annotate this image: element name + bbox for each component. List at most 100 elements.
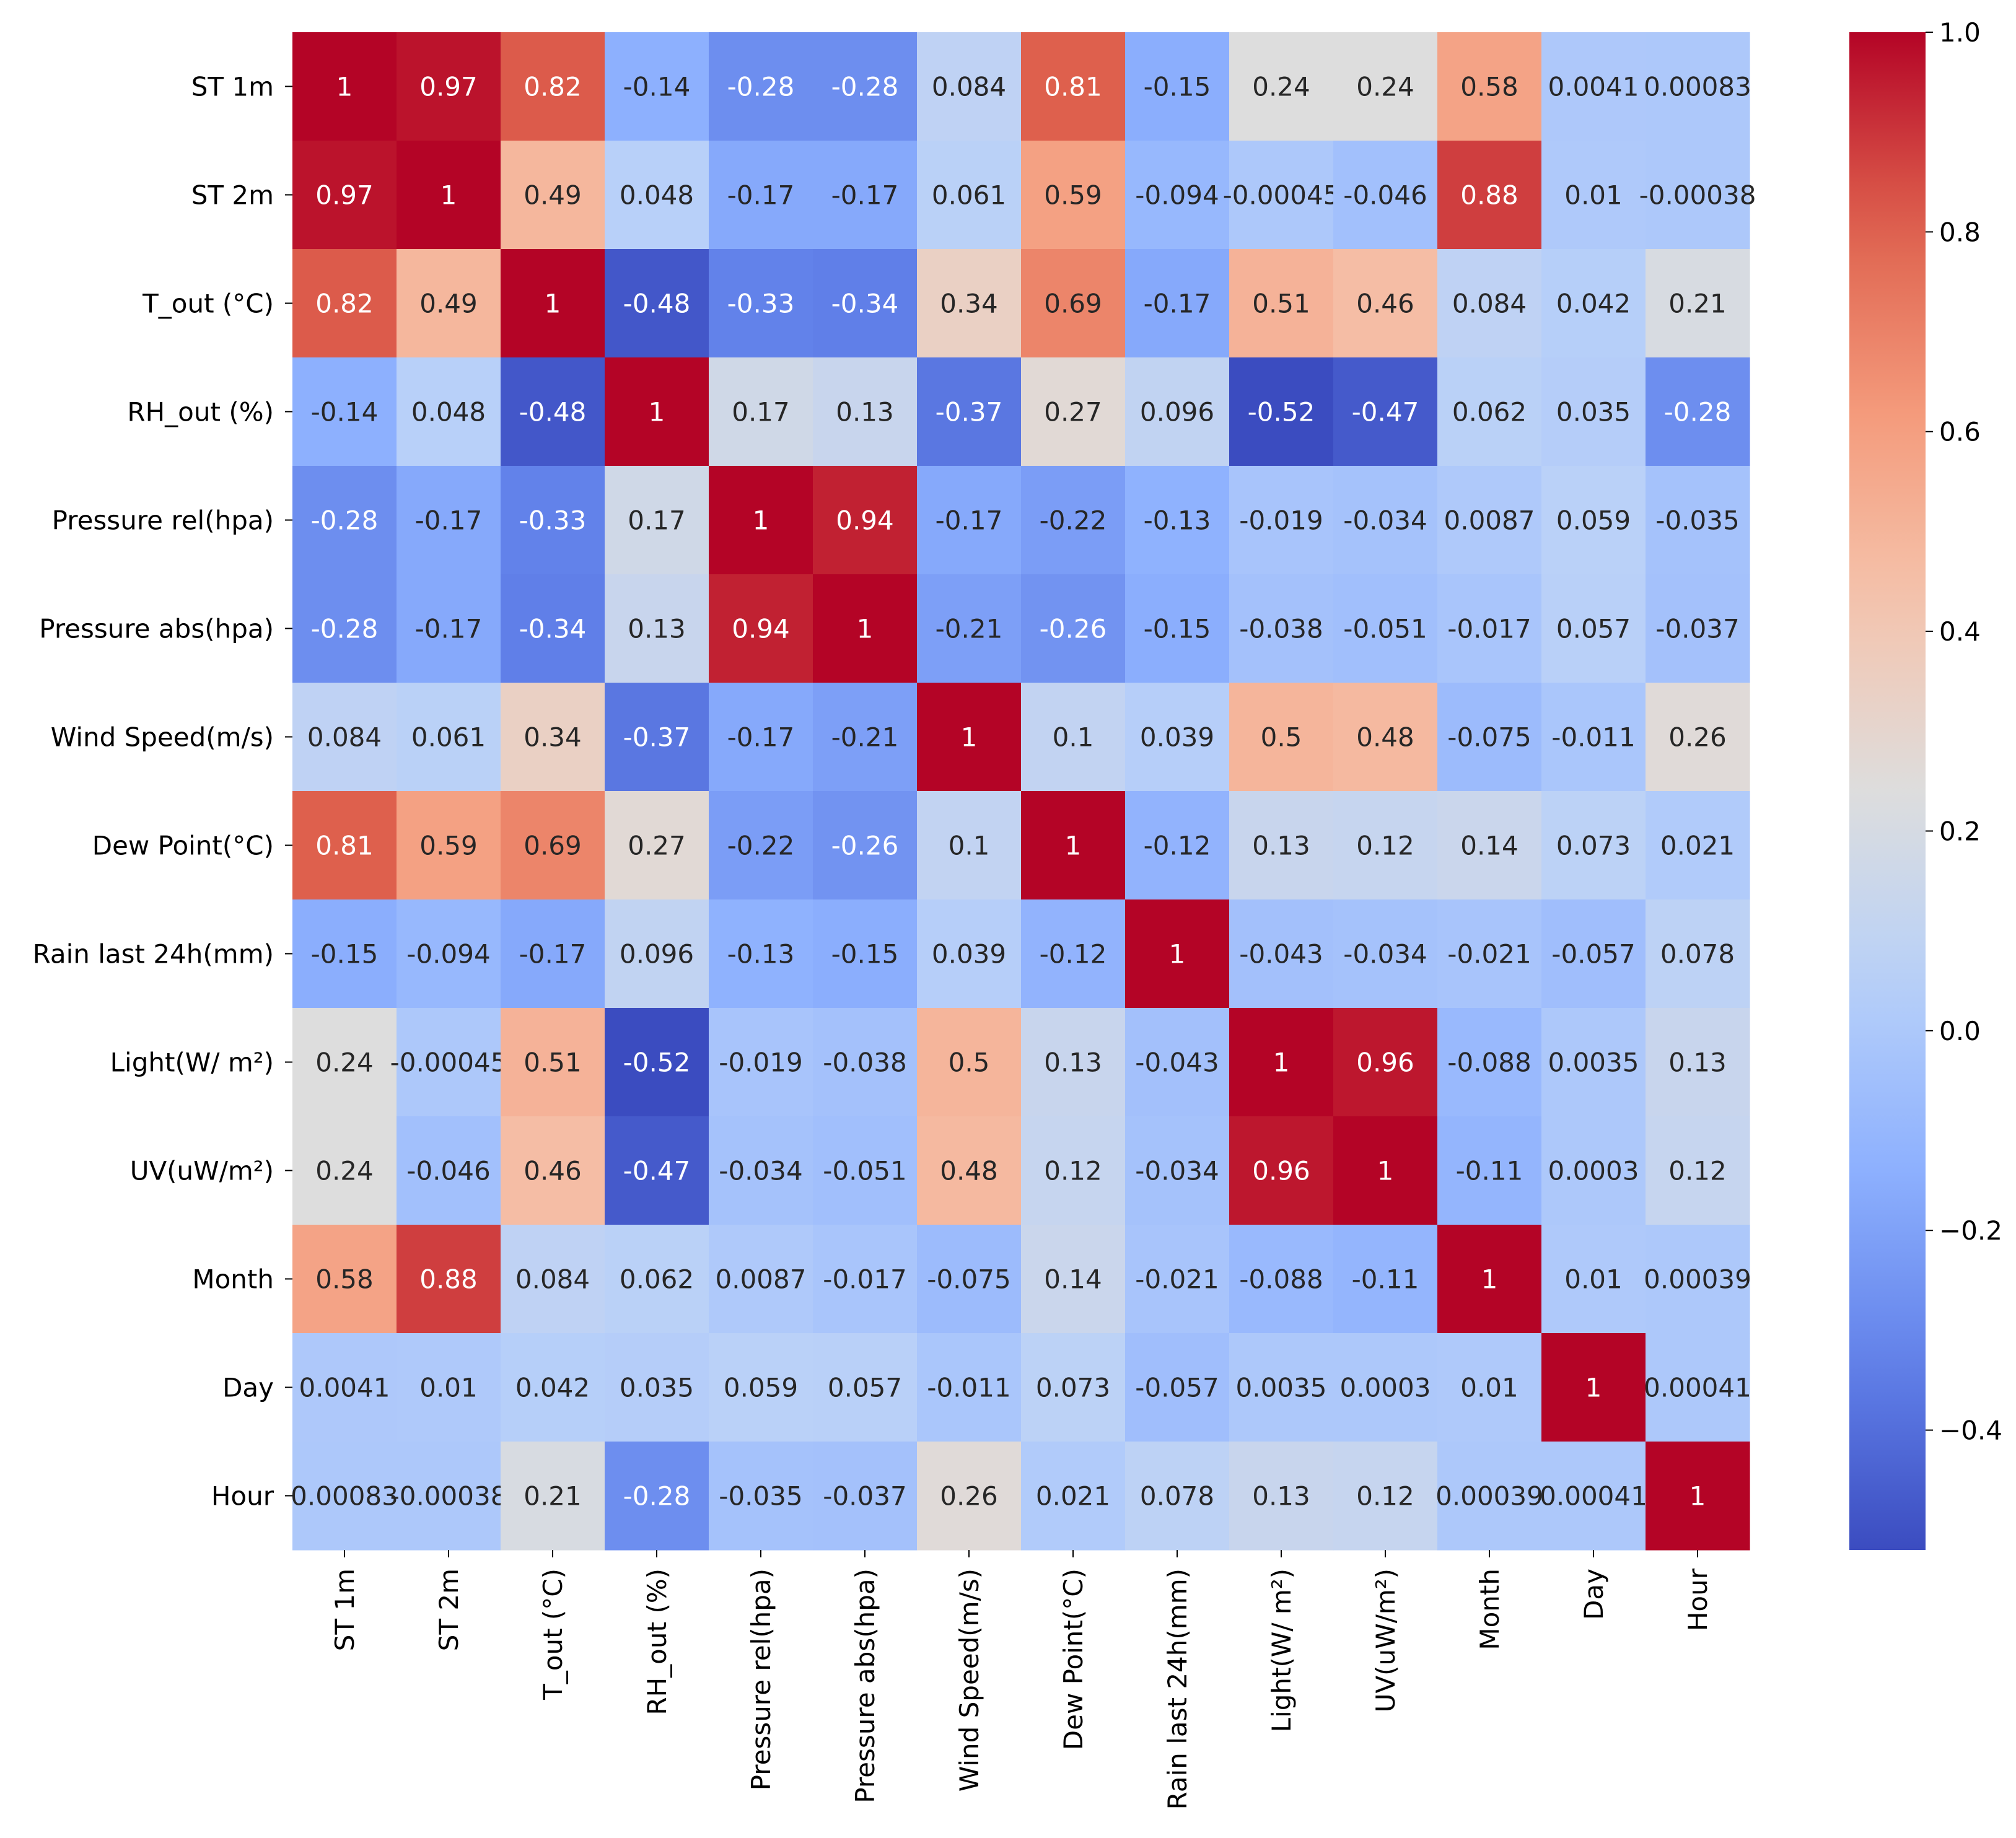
heatmap-cell-r0-c5 [813,32,918,141]
heatmap-cell-r2-c3 [605,249,709,358]
heatmap-cell-r1-c10 [1333,141,1438,250]
heatmap-cell-r3-c11 [1437,357,1542,466]
heatmap-cell-r7-c1 [397,791,501,900]
heatmap-cell-r5-c12 [1541,574,1646,683]
heatmap-cell-r6-c3 [605,683,709,792]
x-label-st-1m: ST 1m [330,1569,360,1651]
heatmap-cell-r10-c1 [397,1116,501,1225]
colorbar-tick-label: 0.6 [1939,417,1981,447]
heatmap-cell-r1-c11 [1437,141,1542,250]
cell-value-r9-c2: 0.51 [524,1048,582,1078]
heatmap-cell-r4-c12 [1541,466,1646,575]
cell-value-r11-c6: -0.075 [927,1264,1010,1295]
cell-value-r7-c3: 0.27 [628,831,686,861]
cell-value-r4-c4: 1 [753,505,769,536]
x-axis-tick-labels: ST 1m ST 2m T_out (°C) RH_out (%) Pressure r… [330,1550,1713,1810]
heatmap-cell-r13-c0 [292,1442,397,1551]
cell-value-r12-c0: 0.0041 [299,1373,390,1403]
heatmap-cell-r7-c0 [292,791,397,900]
heatmap-cell-r2-c1 [397,249,501,358]
heatmap-cell-r3-c0 [292,357,397,466]
heatmap-cell-r5-c7 [1021,574,1126,683]
heatmap-cell-r9-c7 [1021,1008,1126,1117]
heatmap-cell-r5-c5 [813,574,918,683]
heatmap-cell-r4-c5 [813,466,918,575]
heatmap-cell-r9-c8 [1125,1008,1230,1117]
cell-value-r0-c3: -0.14 [623,72,691,102]
y-label-st-1m: ST 1m [191,72,274,102]
heatmap-cell-r7-c3 [605,791,709,900]
cell-value-r2-c1: 0.49 [419,289,478,319]
heatmap-cell-r3-c1 [397,357,501,466]
cell-value-r1-c4: -0.17 [727,180,795,211]
cell-value-r11-c11: 1 [1481,1264,1498,1295]
cell-value-r11-c0: 0.58 [315,1264,374,1295]
heatmap-cell-r13-c1 [397,1442,501,1551]
cell-value-r1-c3: 0.048 [620,180,694,211]
cell-value-r2-c4: -0.33 [727,289,795,319]
cell-value-r8-c5: -0.15 [831,939,899,969]
cell-value-r9-c3: -0.52 [623,1048,691,1078]
cell-value-r1-c13: -0.00038 [1639,180,1756,211]
heatmap-cell-r7-c4 [709,791,813,900]
colorbar-gradient [1849,32,1926,1550]
cell-value-r12-c11: 0.01 [1460,1373,1519,1403]
heatmap-cell-r8-c3 [605,899,709,1009]
cell-value-r0-c5: -0.28 [831,72,899,102]
cell-value-r12-c2: 0.042 [515,1373,590,1403]
cell-value-r5-c10: -0.051 [1343,614,1427,644]
heatmap-cell-r5-c1 [397,574,501,683]
heatmap-cell-r1-c12 [1541,141,1646,250]
heatmap-cell-r13-c6 [917,1442,1022,1551]
cell-value-r12-c10: 0.0003 [1340,1373,1431,1403]
heatmap-cell-r11-c0 [292,1225,397,1334]
heatmap-cell-r11-c13 [1646,1225,1750,1334]
heatmap-cell-r0-c9 [1229,32,1334,141]
heatmap-cell-r6-c10 [1333,683,1438,792]
cell-value-r13-c6: 0.26 [940,1481,998,1512]
cell-value-r7-c4: -0.22 [727,831,795,861]
heatmap-cell-r11-c7 [1021,1225,1126,1334]
cell-value-r5-c4: 0.94 [732,614,790,644]
heatmap-cell-r8-c4 [709,899,813,1009]
cell-value-r10-c13: 0.12 [1668,1156,1727,1186]
cell-value-r0-c13: 0.00083 [1644,72,1751,102]
heatmap-cell-r5-c6 [917,574,1022,683]
heatmap-cell-r6-c5 [813,683,918,792]
cell-value-r4-c6: -0.17 [936,505,1003,536]
cell-value-r9-c9: 1 [1273,1048,1290,1078]
heatmap-cell-r9-c5 [813,1008,918,1117]
heatmap-cell-r4-c3 [605,466,709,575]
cell-value-r3-c1: 0.048 [411,397,486,427]
cell-value-r2-c3: -0.48 [623,289,691,319]
heatmap-cell-r0-c8 [1125,32,1230,141]
colorbar-tick-label: 1.0 [1939,17,1981,48]
cell-value-r0-c0: 1 [336,72,353,102]
cell-value-r8-c7: -0.12 [1040,939,1107,969]
cell-value-r7-c0: 0.81 [315,831,374,861]
cell-value-r1-c6: 0.061 [932,180,1006,211]
heatmap-cell-r13-c3 [605,1442,709,1551]
y-label-uv-uw-m: UV(uW/m²) [130,1156,274,1186]
heatmap-cell-r7-c13 [1646,791,1750,900]
cell-value-r4-c2: -0.33 [519,505,587,536]
cell-value-r4-c10: -0.034 [1343,505,1427,536]
cell-value-r6-c3: -0.37 [623,722,691,753]
y-label-wind-speed-m-s: Wind Speed(m/s) [51,722,274,753]
cell-value-r12-c5: 0.057 [828,1373,902,1403]
y-label-rh-out: RH_out (%) [127,397,274,427]
cell-value-r0-c6: 0.084 [932,72,1006,102]
heatmap-cell-r10-c9 [1229,1116,1334,1225]
cell-value-r8-c6: 0.039 [932,939,1006,969]
heatmap-cell-r11-c6 [917,1225,1022,1334]
cell-value-r10-c4: -0.034 [719,1156,802,1186]
heatmap-cell-r9-c11 [1437,1008,1542,1117]
cell-value-r12-c6: -0.011 [927,1373,1010,1403]
cell-value-r8-c4: -0.13 [727,939,795,969]
cell-value-r12-c9: 0.0035 [1236,1373,1327,1403]
cell-value-r7-c11: 0.14 [1460,831,1519,861]
cell-value-r11-c1: 0.88 [419,1264,478,1295]
cell-value-r7-c12: 0.073 [1556,831,1631,861]
cell-value-r6-c6: 1 [961,722,978,753]
cell-value-r9-c0: 0.24 [315,1048,374,1078]
